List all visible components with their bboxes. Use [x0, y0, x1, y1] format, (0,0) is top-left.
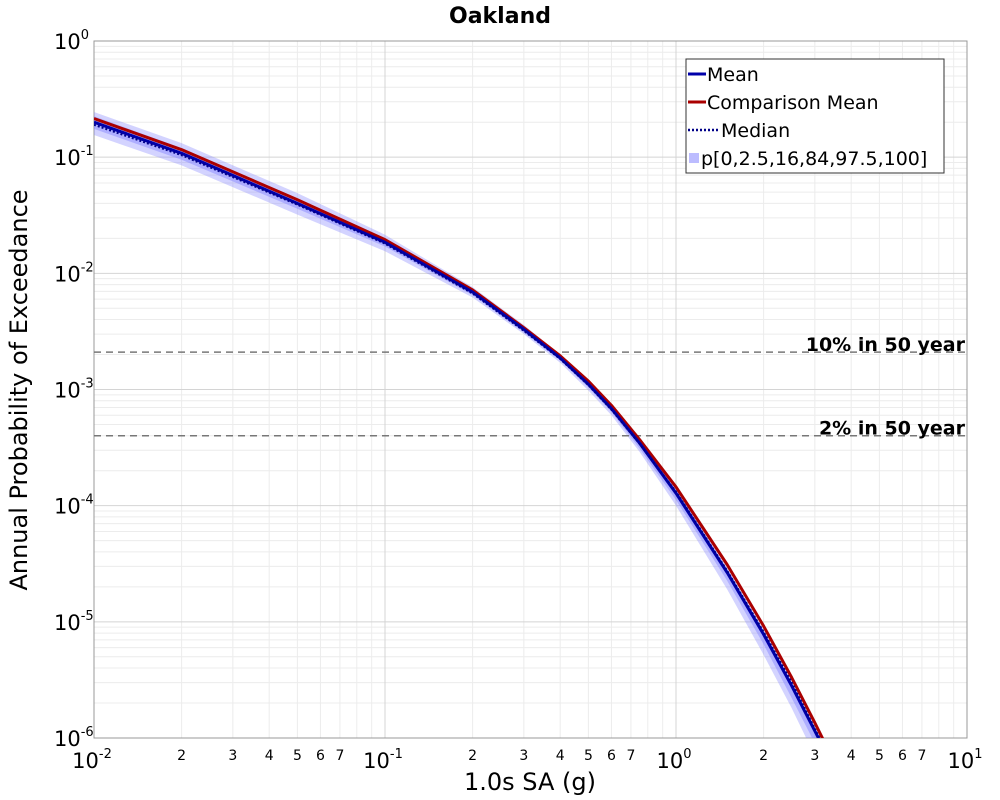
- legend-box: [685, 58, 945, 174]
- legend-label-3: p[0,2.5,16,84,97.5,100]: [701, 148, 927, 170]
- x-tick-label: 100: [656, 747, 691, 773]
- x-minor-tick-label: 6: [898, 748, 907, 764]
- y-tick-label: 10-4: [54, 493, 94, 519]
- reference-lines: 10% in 50 year 2% in 50 year: [94, 334, 967, 440]
- x-minor-tick-label: 4: [847, 748, 856, 764]
- y-tick-label: 10-3: [54, 377, 94, 403]
- x-minor-tick-label: 7: [917, 748, 926, 764]
- y-tick-label: 10-5: [54, 609, 94, 635]
- legend-label-1: Comparison Mean: [707, 92, 879, 114]
- legend-label-2: Median: [721, 120, 790, 142]
- y-axis-label: Annual Probability of Exceedance: [5, 189, 33, 590]
- reference-line-label-0: 10% in 50 year: [806, 334, 966, 356]
- x-minor-tick-label: 4: [556, 748, 565, 764]
- series-line-1: [94, 117, 825, 738]
- x-minor-tick-label: 5: [875, 748, 884, 764]
- x-minor-tick-label: 3: [228, 748, 237, 764]
- y-axis-ticks: 10-6 10-5 10-4 10-3 10-2 10-1 100: [54, 28, 94, 751]
- x-axis-label: 1.0s SA (g): [464, 768, 596, 796]
- x-minor-tick-label: 6: [316, 748, 325, 764]
- x-minor-tick-label: 3: [810, 748, 819, 764]
- x-minor-tick-label: 5: [293, 748, 302, 764]
- x-tick-label: 10-2: [72, 747, 112, 773]
- y-tick-label: 10-6: [54, 725, 94, 751]
- x-minor-tick-label: 3: [519, 748, 528, 764]
- y-tick-label: 100: [54, 28, 89, 54]
- series-line-0: [94, 120, 821, 738]
- y-tick-label: 10-2: [54, 260, 94, 286]
- chart-title: Oakland: [449, 4, 551, 29]
- x-minor-tick-label: 6: [607, 748, 616, 764]
- x-minor-tick-label: 2: [177, 748, 186, 764]
- legend-label-0: Mean: [707, 64, 759, 86]
- x-minor-tick-label: 4: [265, 748, 274, 764]
- series-lines: [94, 117, 825, 738]
- x-tick-label: 101: [947, 747, 982, 773]
- reference-line-label-1: 2% in 50 year: [819, 418, 966, 440]
- x-minor-tick-label: 7: [626, 748, 635, 764]
- plot-frame: [93, 40, 968, 739]
- x-minor-tick-label: 2: [468, 748, 477, 764]
- x-minor-tick-label: 2: [759, 748, 768, 764]
- x-minor-tick-label: 5: [584, 748, 593, 764]
- x-tick-label: 10-1: [363, 747, 403, 773]
- legend: Mean Comparison Mean Median p[0,2.5,16,84,9…: [685, 58, 945, 174]
- x-minor-tick-label: 7: [335, 748, 344, 764]
- legend-swatch-band: [689, 153, 699, 163]
- y-tick-label: 10-1: [54, 144, 94, 170]
- series-line-2: [94, 123, 821, 738]
